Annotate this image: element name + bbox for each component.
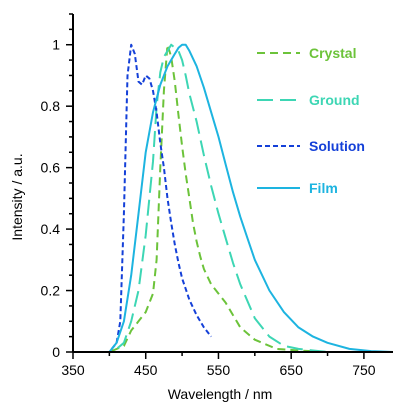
x-axis-label: Wavelength / nm bbox=[168, 386, 273, 402]
series-line-ground bbox=[73, 43, 393, 353]
x-tick-label: 750 bbox=[352, 362, 376, 378]
x-tick-label: 450 bbox=[134, 362, 158, 378]
y-tick-label: 0.2 bbox=[41, 283, 61, 299]
series-line-film bbox=[73, 43, 393, 353]
y-tick-label: 0.8 bbox=[41, 98, 61, 114]
legend-label-crystal: Crystal bbox=[309, 45, 356, 61]
x-tick-label: 550 bbox=[207, 362, 231, 378]
series-line-solution bbox=[73, 43, 212, 353]
plot-lines bbox=[73, 43, 393, 353]
y-tick-label: 1 bbox=[52, 37, 60, 53]
axes bbox=[66, 13, 393, 359]
legend-label-solution: Solution bbox=[309, 138, 365, 154]
tick-labels: 350 450 550 650 750 0 0.2 0.4 0.6 0.8 1 bbox=[41, 37, 376, 378]
legend-label-ground: Ground bbox=[309, 92, 360, 108]
y-tick-label: 0.4 bbox=[41, 221, 61, 237]
legend-label-film: Film bbox=[309, 180, 338, 196]
y-tick-label: 0 bbox=[52, 344, 60, 360]
y-axis-label: Intensity / a.u. bbox=[9, 153, 25, 240]
y-tick-label: 0.6 bbox=[41, 160, 61, 176]
series-line-crystal bbox=[73, 43, 393, 353]
legend: Crystal Ground Solution Film bbox=[257, 45, 365, 196]
x-tick-label: 350 bbox=[61, 362, 85, 378]
x-tick-label: 650 bbox=[280, 362, 304, 378]
